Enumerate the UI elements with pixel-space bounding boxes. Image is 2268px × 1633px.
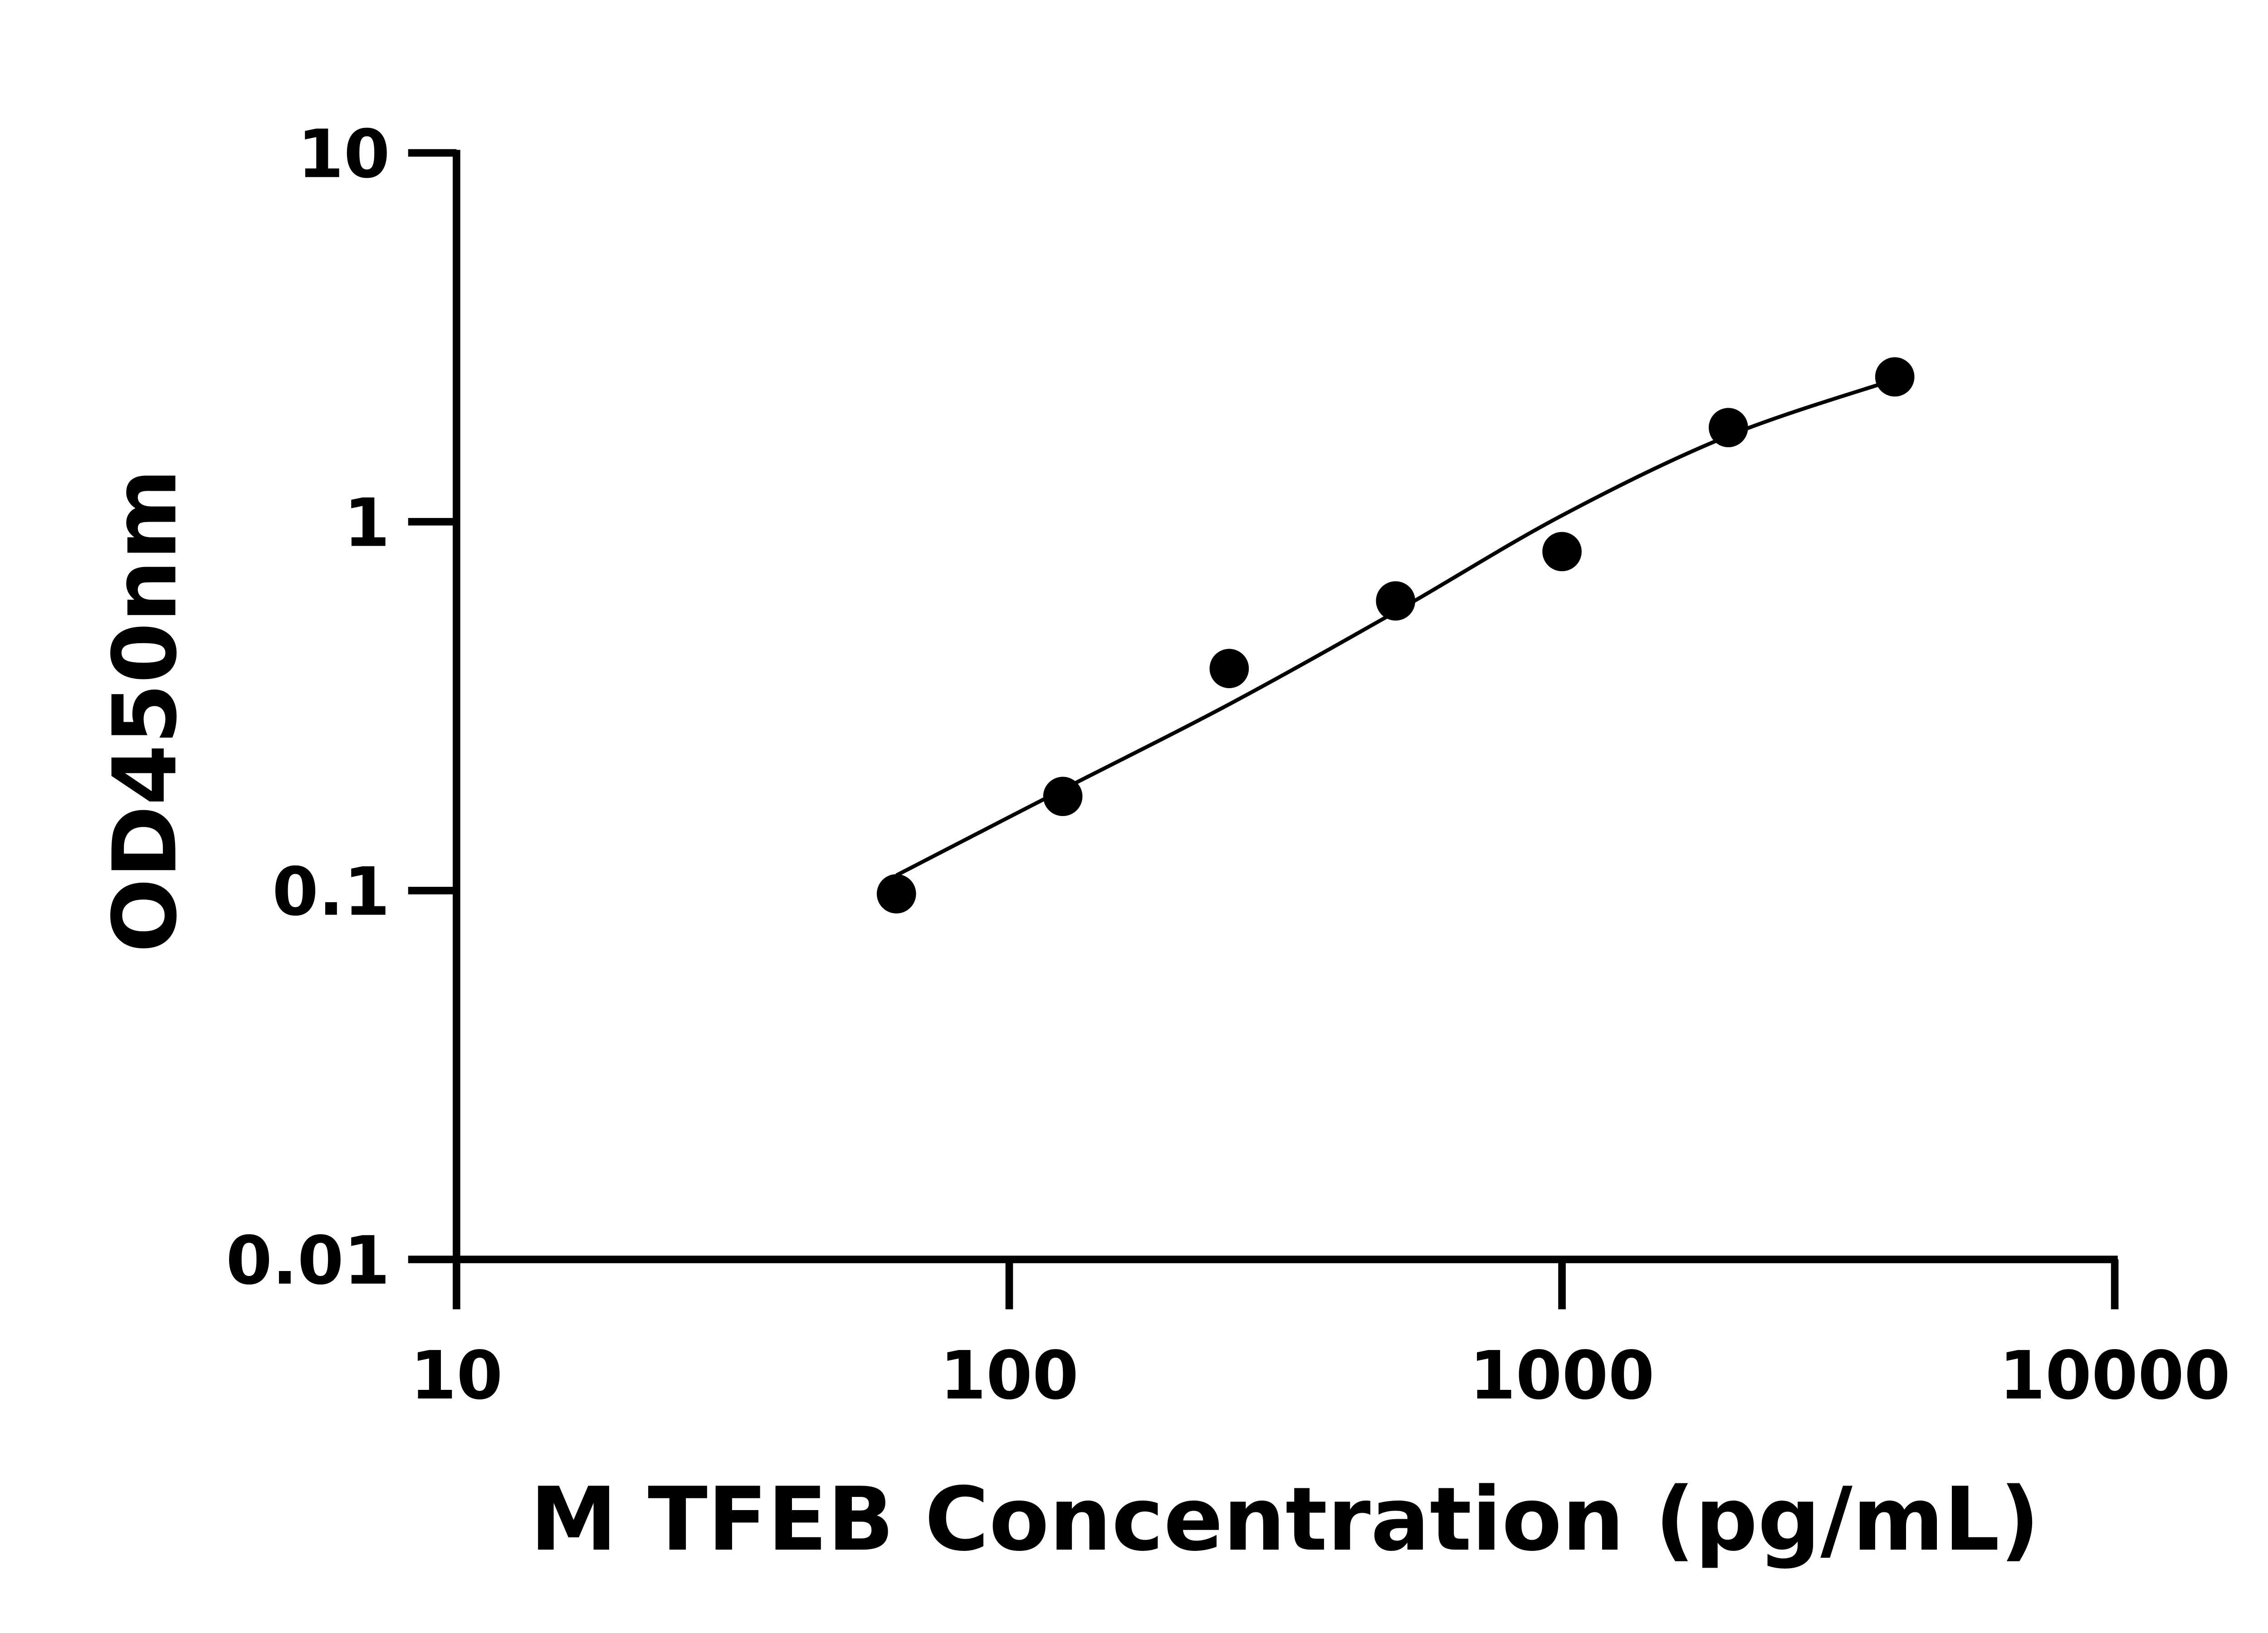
data-point <box>1875 357 1915 397</box>
y-tick-label: 0.01 <box>226 1222 390 1300</box>
y-tick-label: 10 <box>298 115 390 193</box>
y-tick-label: 1 <box>344 484 390 562</box>
data-point <box>1043 777 1083 816</box>
y-ticks: 0.01 0.1 1 10 <box>226 115 457 1300</box>
x-tick-label: 10 <box>410 1337 503 1414</box>
x-axis-title: M TFEB Concentration (pg/mL) <box>530 1468 2039 1570</box>
x-tick-label: 100 <box>940 1337 1079 1414</box>
y-axis-title: OD450nm <box>94 469 196 953</box>
data-point <box>1542 532 1582 572</box>
x-tick-label: 1000 <box>1470 1337 1655 1414</box>
data-point <box>1709 408 1748 447</box>
axes <box>453 150 2118 1263</box>
x-ticks: 10 100 1000 10000 <box>410 1259 2230 1414</box>
data-point <box>1209 649 1249 689</box>
data-point <box>876 874 916 914</box>
y-tick-label: 0.1 <box>272 853 390 931</box>
x-tick-label: 10000 <box>1999 1337 2230 1414</box>
data-point <box>1376 581 1416 621</box>
data-points <box>876 357 1915 914</box>
